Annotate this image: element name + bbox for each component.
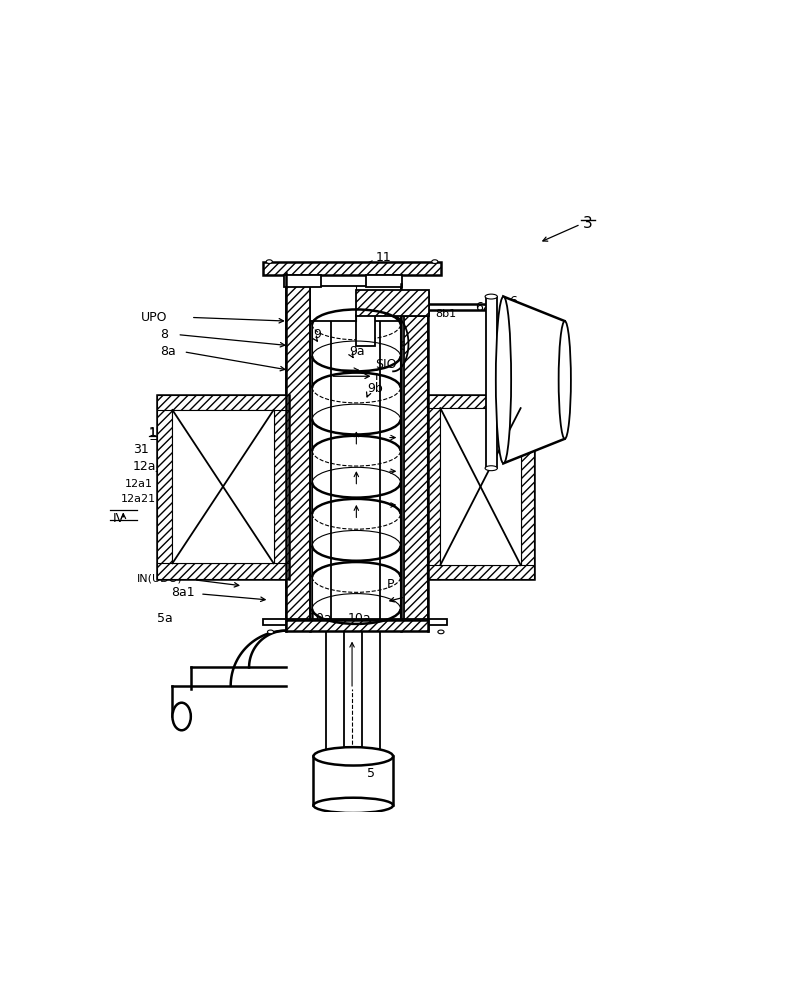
Text: 12b: 12b <box>246 426 270 439</box>
Text: 9a: 9a <box>349 345 365 358</box>
Bar <box>286 620 428 631</box>
Text: SIO: SIO <box>375 358 396 371</box>
Ellipse shape <box>267 630 274 634</box>
Ellipse shape <box>313 747 393 766</box>
Text: 31: 31 <box>133 443 149 456</box>
Bar <box>274 395 289 579</box>
Text: P: P <box>272 402 279 415</box>
Text: 5: 5 <box>367 767 376 780</box>
Bar <box>310 286 401 321</box>
Text: 8a1: 8a1 <box>171 586 195 599</box>
Bar <box>520 395 534 579</box>
Text: 1̲2̲: 1̲2̲ <box>149 426 165 439</box>
Text: 6: 6 <box>509 295 517 308</box>
Text: UPO: UPO <box>141 311 167 324</box>
Text: 3: 3 <box>583 216 593 231</box>
Ellipse shape <box>438 630 444 634</box>
Text: 8: 8 <box>161 328 168 341</box>
Bar <box>172 410 274 563</box>
Bar <box>486 297 497 468</box>
Text: i: i <box>375 370 378 383</box>
Bar <box>403 316 428 623</box>
Bar <box>263 262 441 275</box>
Bar <box>365 275 403 287</box>
Text: 12a22: 12a22 <box>271 441 306 451</box>
Bar <box>263 619 447 625</box>
Text: IN(UDO): IN(UDO) <box>137 574 183 584</box>
Text: 11: 11 <box>376 251 392 264</box>
Text: OUT: OUT <box>467 495 494 508</box>
Ellipse shape <box>485 466 498 471</box>
Ellipse shape <box>558 321 571 439</box>
Text: IV: IV <box>112 512 124 525</box>
Text: 12a: 12a <box>133 460 156 473</box>
Ellipse shape <box>496 297 511 463</box>
Ellipse shape <box>267 260 272 263</box>
Bar <box>157 395 289 410</box>
Bar <box>427 395 534 579</box>
Bar <box>157 395 172 579</box>
Ellipse shape <box>172 703 191 730</box>
Bar <box>427 565 534 579</box>
Text: 10: 10 <box>406 589 422 602</box>
Bar <box>441 408 520 565</box>
Text: 6a: 6a <box>475 301 491 314</box>
Ellipse shape <box>313 798 393 813</box>
Text: 8a: 8a <box>161 345 176 358</box>
Bar <box>157 395 289 579</box>
Text: 8b1: 8b1 <box>435 309 456 319</box>
Text: 12a1: 12a1 <box>125 479 153 489</box>
Text: IV: IV <box>478 522 490 535</box>
Bar <box>286 273 310 623</box>
Bar <box>427 395 534 408</box>
Text: 5a: 5a <box>157 612 173 625</box>
Text: 12: 12 <box>149 426 165 439</box>
Text: 9b: 9b <box>367 382 383 395</box>
Bar <box>157 563 289 579</box>
Text: 12a21: 12a21 <box>120 494 156 504</box>
Polygon shape <box>504 297 565 463</box>
Ellipse shape <box>485 294 498 299</box>
Text: 9: 9 <box>313 328 321 341</box>
Ellipse shape <box>432 260 438 263</box>
Text: 10a: 10a <box>309 612 332 625</box>
Bar <box>356 315 375 346</box>
Text: P: P <box>387 578 395 591</box>
Text: 8b: 8b <box>399 340 415 353</box>
Text: 10a: 10a <box>347 612 371 625</box>
Bar <box>427 395 441 579</box>
Bar <box>284 275 321 287</box>
Bar <box>356 290 429 316</box>
